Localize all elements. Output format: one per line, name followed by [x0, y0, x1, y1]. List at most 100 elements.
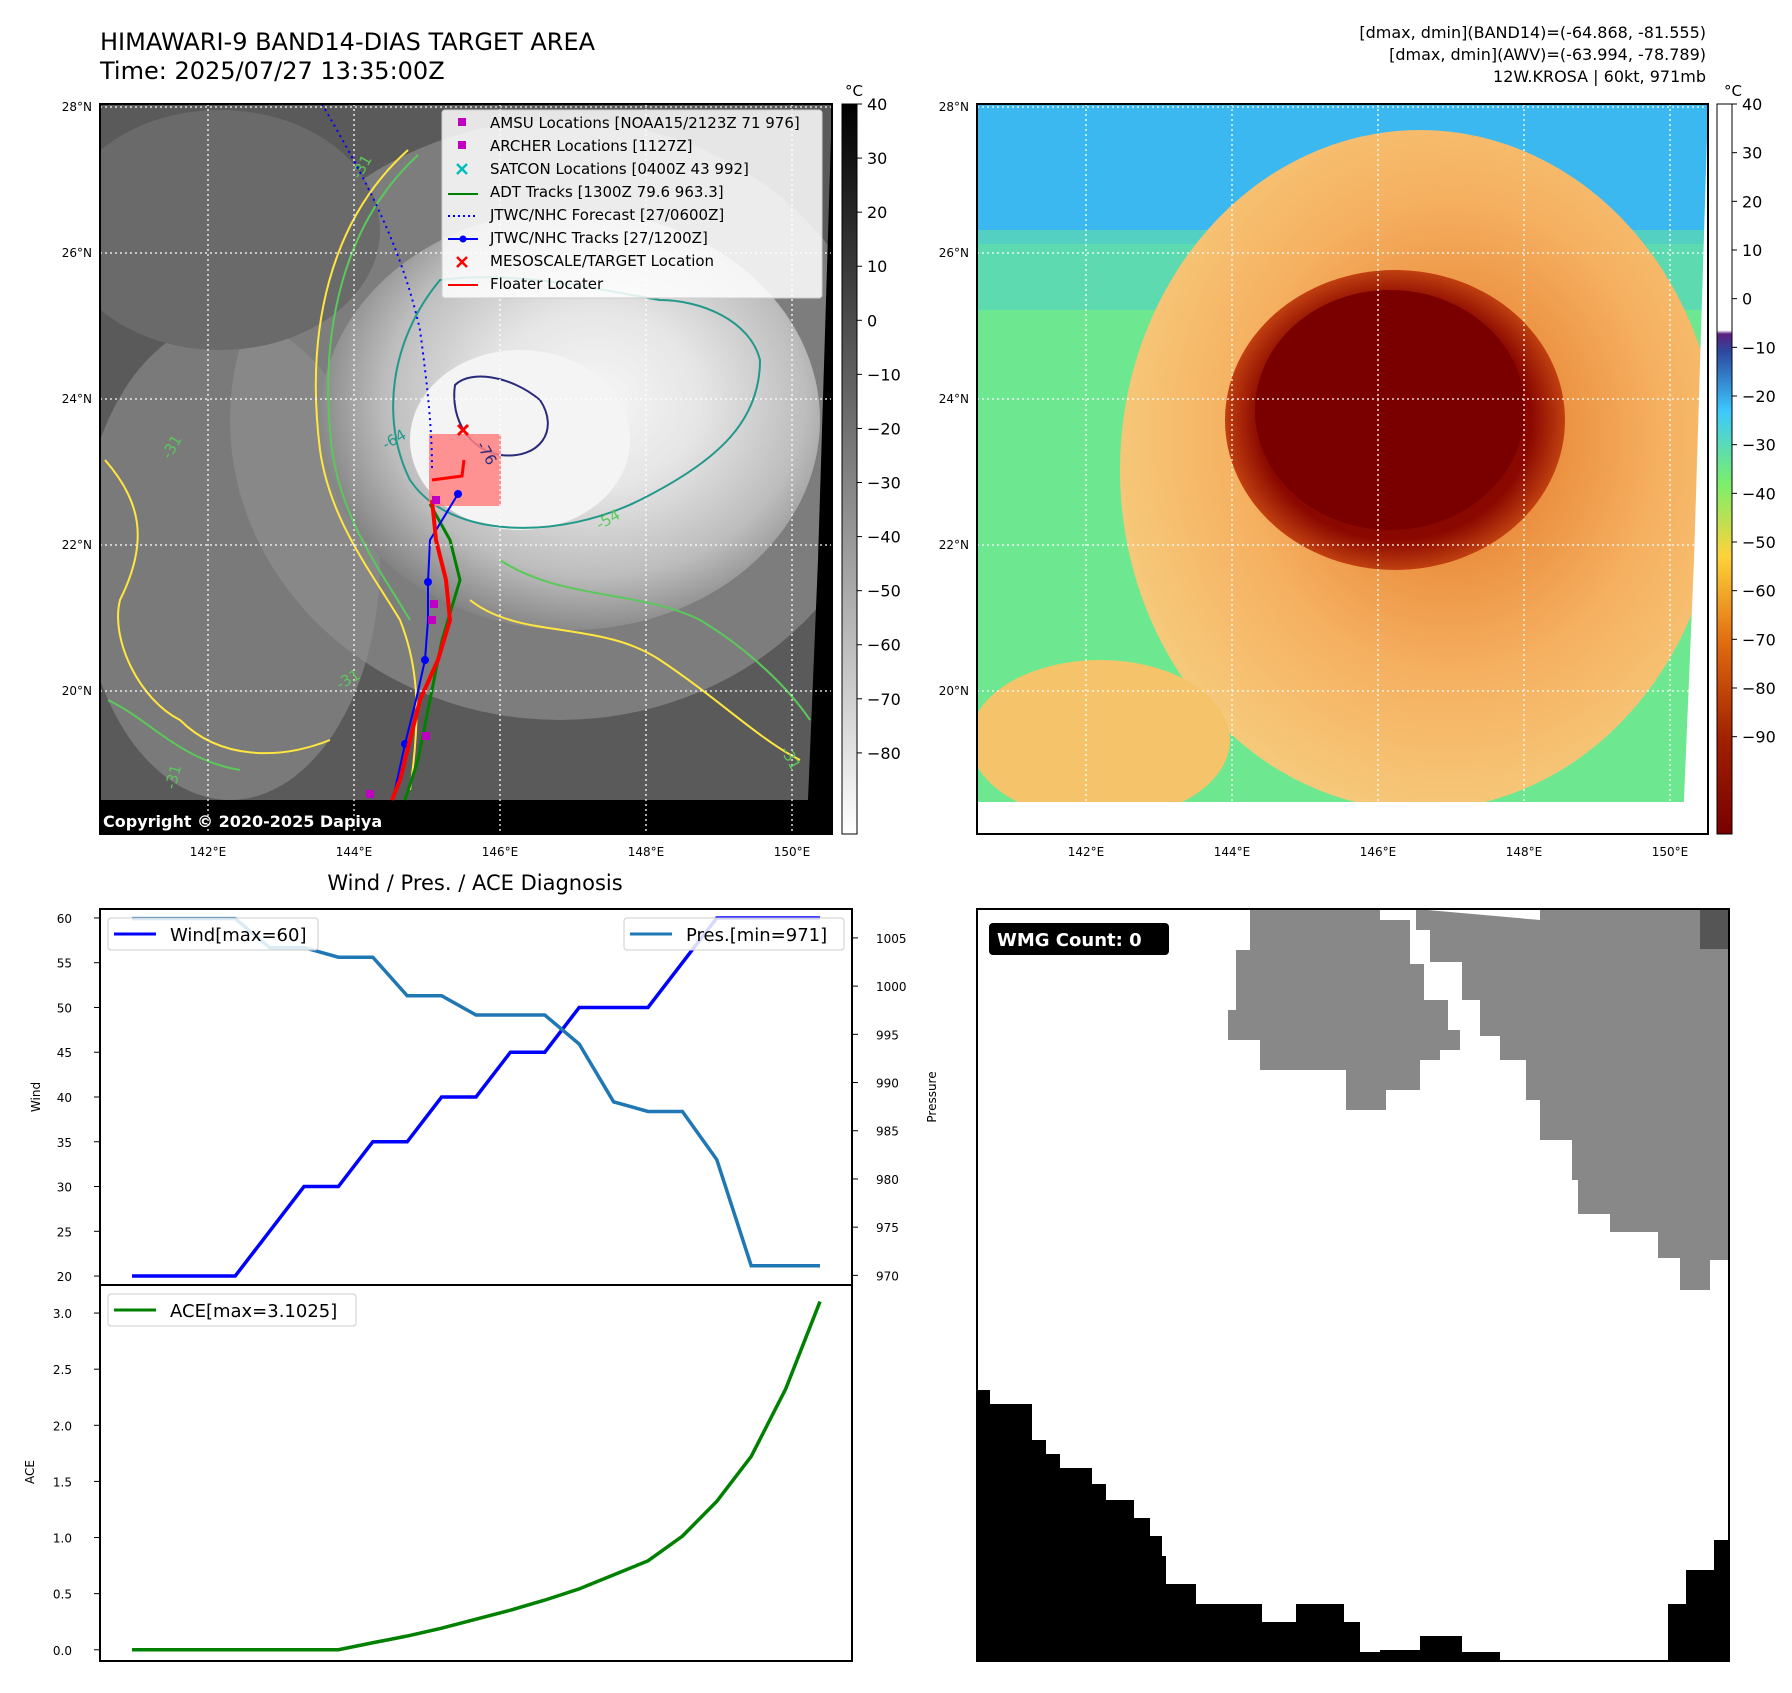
pressure-tick-label: 975: [876, 1221, 899, 1235]
floater-track-top: [431, 459, 466, 482]
left-lat-28: 28°N: [62, 100, 92, 114]
left-colorbar-tick-label: −70: [867, 690, 901, 709]
wmg-black-region-right: [1668, 1540, 1729, 1661]
right-warm-band-south: [977, 660, 1230, 820]
wmg-dark-corner: [1700, 909, 1729, 949]
right-colorbar-tick-label: 30: [1742, 144, 1762, 163]
right-colorbar-bar: [1716, 103, 1733, 835]
contour-label-5: -31: [161, 763, 185, 791]
left-map-frame: [99, 103, 833, 835]
ace-tick-label: 0.0: [53, 1644, 72, 1658]
right-map-nodata-edge: [1680, 104, 1708, 834]
jtwc-track-points: [401, 490, 462, 748]
ace-chart-frame: [99, 1284, 853, 1662]
pressure-tick-label: 985: [876, 1125, 899, 1139]
left-map-nodata-edge: [800, 104, 832, 834]
floater-track: [390, 499, 453, 801]
ace-axis-label: ACE: [23, 1460, 37, 1484]
ace-tick-label: 3.0: [53, 1307, 72, 1321]
left-cloud-bands-north: [100, 110, 380, 350]
right-colorbar-tick-label: 20: [1742, 192, 1762, 211]
ace-line-group: [132, 1300, 822, 1652]
right-lat-28: 28°N: [939, 100, 969, 114]
left-lon-150: 150°E: [774, 845, 811, 859]
right-map-lon-ticks: 142°E 144°E 146°E 148°E 150°E: [1068, 845, 1689, 859]
right-colorbar-tick-label: −40: [1742, 484, 1776, 503]
left-colorbar-tick-label: −10: [867, 365, 901, 384]
legend-label-mesoscale: MESOSCALE/TARGET Location: [490, 252, 714, 270]
left-colorbar-tick-label: −20: [867, 419, 901, 438]
wind-tick-label: 20: [57, 1270, 72, 1284]
left-colorbar-tick-label: −40: [867, 528, 901, 547]
left-colorbar: °C 40 30 20 10 0 −10 −20 −30 −40 −50 −60 −70 −80: [841, 82, 901, 835]
pressure-tick-label: 990: [876, 1077, 899, 1091]
legend-label-satcon: SATCON Locations [0400Z 43 992]: [490, 160, 749, 178]
figure-title: HIMAWARI-9 BAND14-DIAS TARGET AREA: [100, 28, 596, 56]
left-lat-24: 24°N: [62, 392, 92, 406]
left-colorbar-bar: [841, 103, 858, 835]
right-map-gridlines: [977, 104, 1708, 834]
legend-label-floater: Floater Locater: [490, 275, 604, 293]
mesoscale-target-marker: [456, 423, 470, 437]
archer-points: [366, 496, 440, 798]
wmg-gray-region-2: [1416, 909, 1729, 1290]
right-colorbar-ticks: 40 30 20 10 0 −10 −20 −30 −40 −50 −60 −70 −80 −90: [1732, 95, 1776, 747]
right-lat-26: 26°N: [939, 246, 969, 260]
right-map-frame: [976, 103, 1709, 835]
left-colorbar-ticks: 40 30 20 10 0 −10 −20 −30 −40 −50 −60 −70 −80: [857, 95, 901, 763]
wind-tick-label: 35: [57, 1136, 72, 1150]
pressure-axis-label: Pressure: [925, 1071, 939, 1122]
ace-legend-label: ACE[max=3.1025]: [170, 1301, 337, 1322]
legend-label-forecast: JTWC/NHC Forecast [27/0600Z]: [489, 206, 724, 224]
figure-time: Time: 2025/07/27 13:35:00Z: [99, 57, 445, 85]
right-satellite-map: [977, 104, 1708, 834]
left-colorbar-tick-label: −60: [867, 636, 901, 655]
left-colorbar-unit: °C: [845, 82, 863, 100]
right-lat-20: 20°N: [939, 684, 969, 698]
left-lon-144: 144°E: [336, 845, 373, 859]
right-colorbar-tick-label: 10: [1742, 241, 1762, 260]
right-colorbar: °C 40 30 20 10 0 −10 −20 −30 −40 −50 −60 −70 −80 −90: [1716, 82, 1776, 835]
wind-tick-label: 50: [57, 1001, 72, 1015]
ace-y-ticks: 0.0 0.5 1.0 1.5 2.0 2.5 3.0: [53, 1307, 100, 1658]
ace-series-line: [132, 1300, 822, 1652]
copyright-text: Copyright © 2020-2025 Dapiya: [103, 812, 382, 831]
left-map-nodata-strip: [100, 800, 832, 834]
wind-tick-label: 60: [57, 912, 72, 926]
wmg-black-region: [977, 1390, 1500, 1661]
pressure-tick-label: 995: [876, 1028, 899, 1042]
left-lat-22: 22°N: [62, 538, 92, 552]
right-colorbar-tick-label: −30: [1742, 436, 1776, 455]
legend-label-adt: ADT Tracks [1300Z 79.6 963.3]: [490, 183, 724, 201]
left-lat-20: 20°N: [62, 684, 92, 698]
wmg-gray-region-1: [1228, 909, 1460, 1110]
legend-markers: [448, 118, 478, 286]
wind-tick-label: 30: [57, 1181, 72, 1195]
jtwc-forecast-path: [321, 104, 433, 471]
right-lat-24: 24°N: [939, 392, 969, 406]
right-lon-144: 144°E: [1214, 845, 1251, 859]
right-colorbar-unit: °C: [1724, 82, 1742, 100]
ace-legend-box: [107, 1293, 357, 1327]
left-colorbar-tick-label: 0: [867, 311, 877, 330]
left-colorbar-tick-label: −30: [867, 474, 901, 493]
right-colorbar-tick-label: −60: [1742, 582, 1776, 601]
wind-tick-label: 55: [57, 957, 72, 971]
wind-tick-label: 45: [57, 1046, 72, 1060]
right-colorbar-tick-label: 0: [1742, 290, 1752, 309]
left-lon-148: 148°E: [628, 845, 665, 859]
wmg-panel-frame: [976, 908, 1730, 1662]
left-lon-146: 146°E: [482, 845, 519, 859]
right-cdo-core: [1255, 290, 1525, 530]
right-lon-142: 142°E: [1068, 845, 1105, 859]
contour-green-south: [499, 559, 811, 721]
legend-label-tracks: JTWC/NHC Tracks [27/1200Z]: [489, 229, 708, 247]
right-lon-148: 148°E: [1506, 845, 1543, 859]
wind-tick-label: 25: [57, 1225, 72, 1239]
left-colorbar-tick-label: 20: [867, 203, 887, 222]
target-area-box: [429, 434, 501, 506]
contour-yellow-south: [469, 599, 801, 761]
right-lat-22: 22°N: [939, 538, 969, 552]
